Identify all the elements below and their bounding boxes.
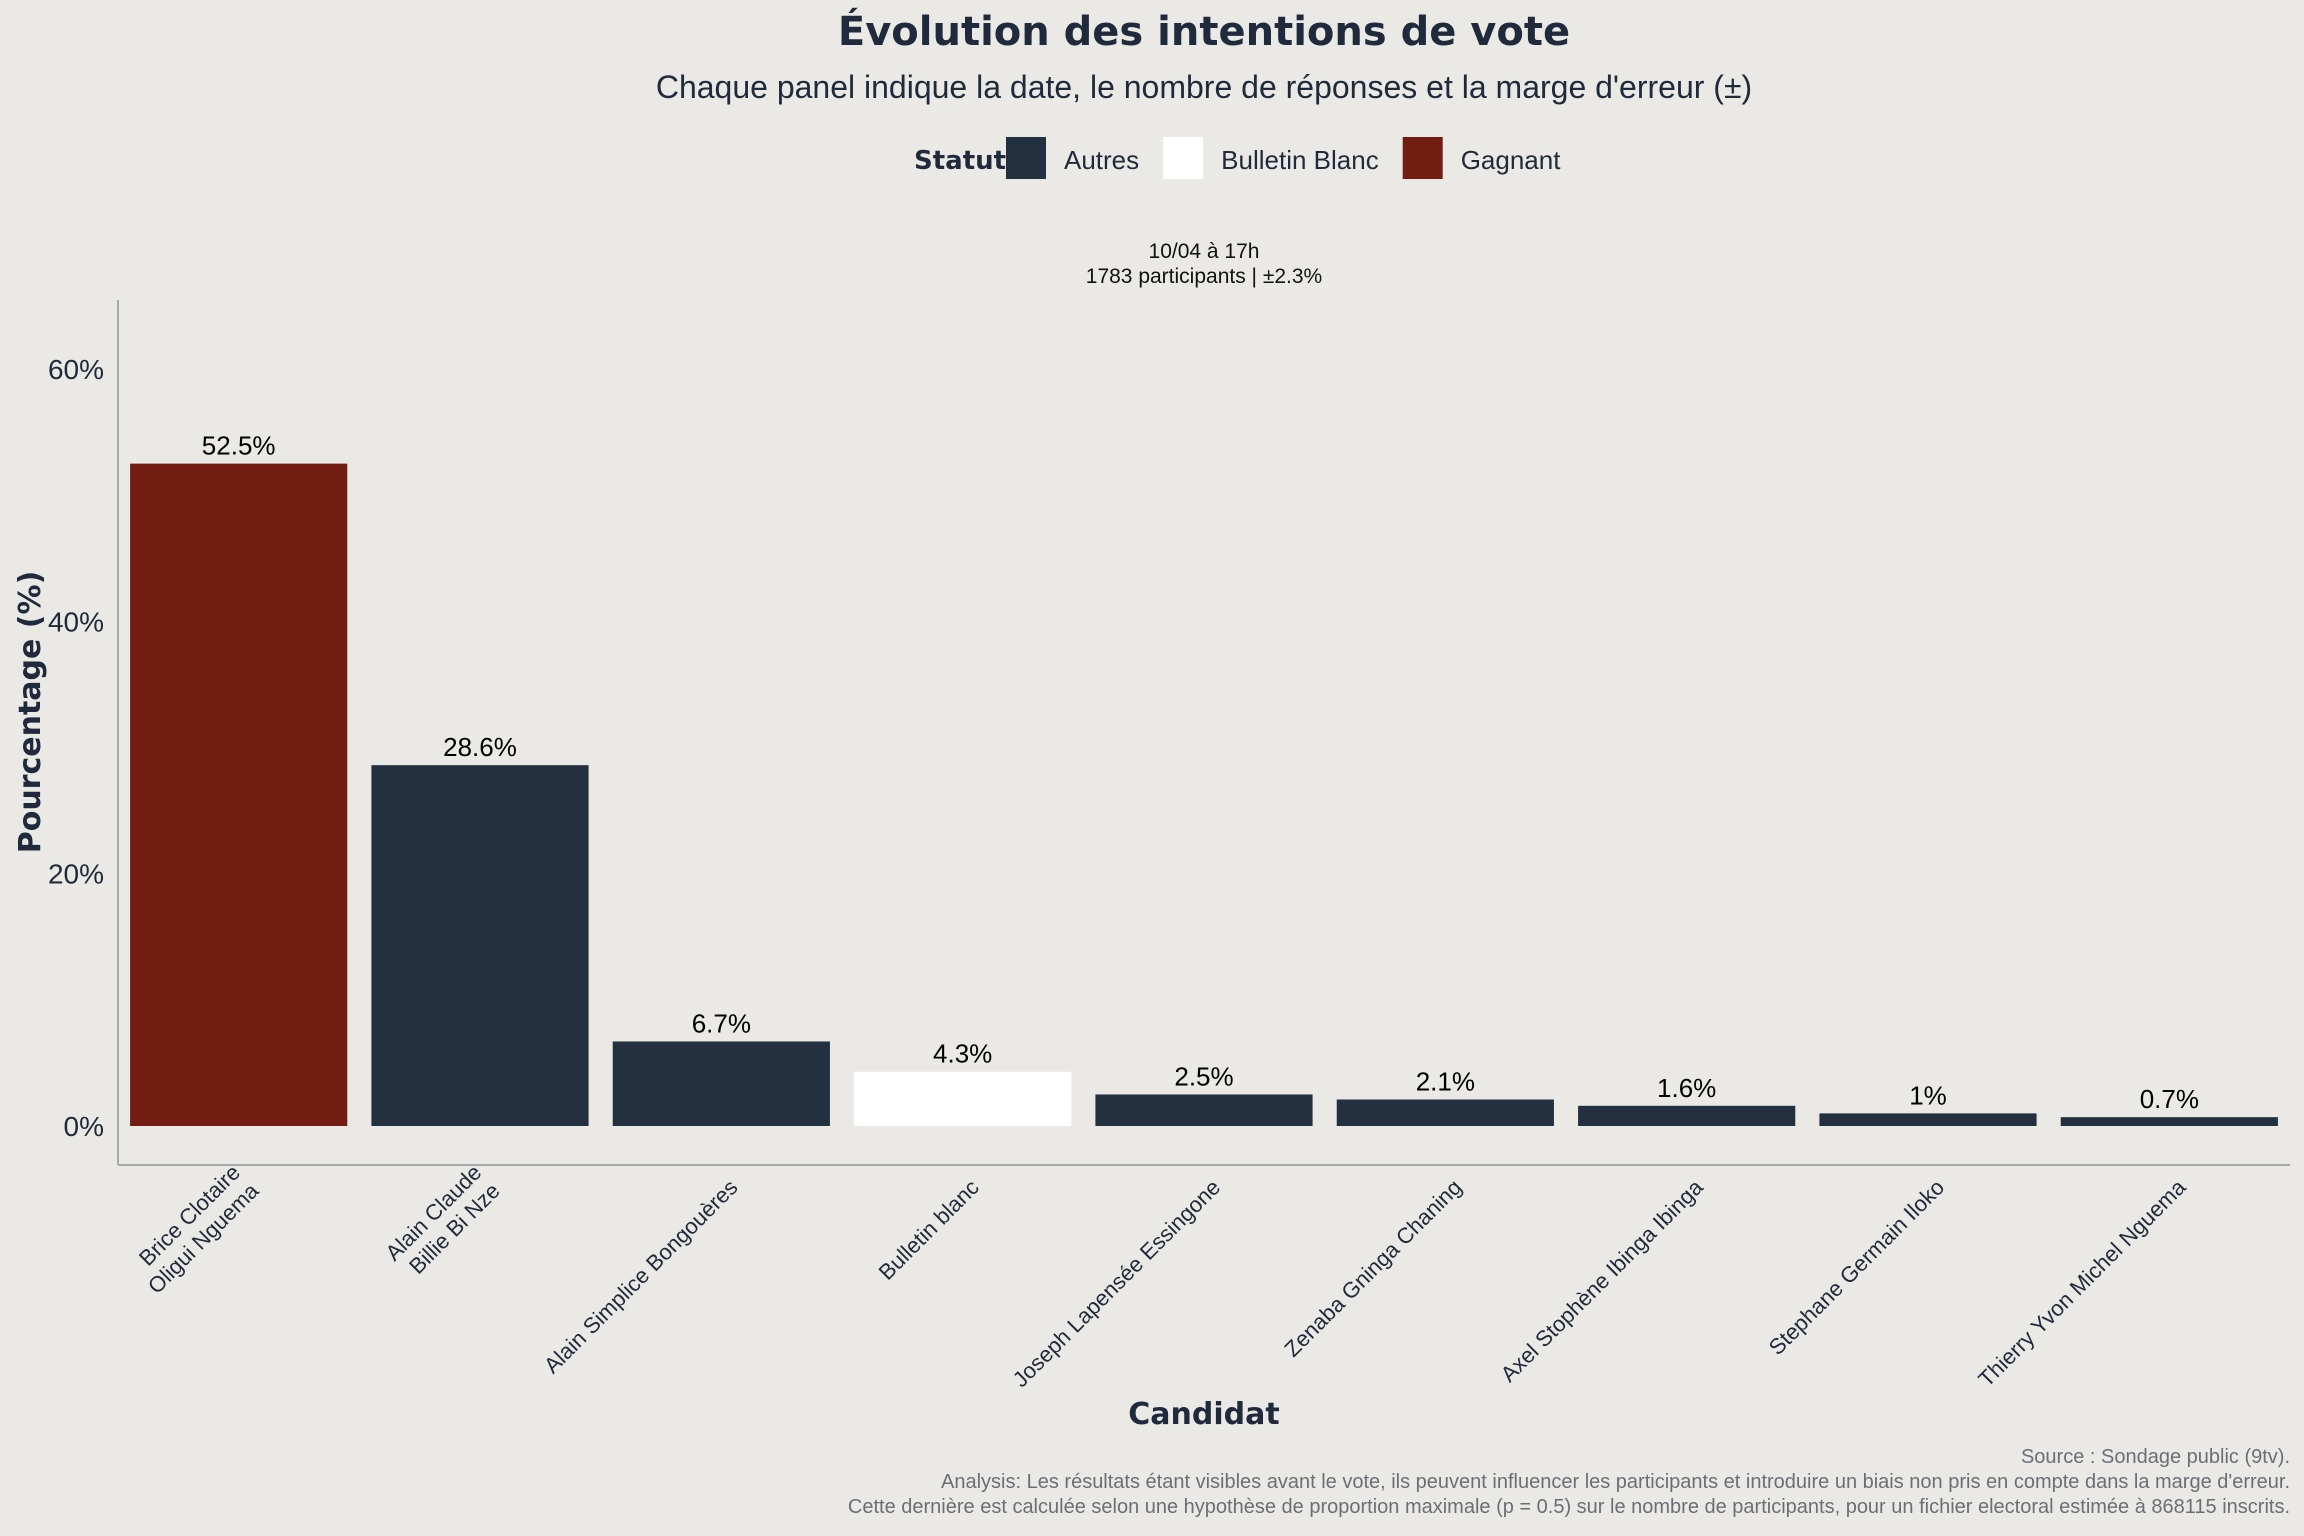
- legend-swatch: [1402, 137, 1443, 179]
- x-tick-label: Stephane Germain Iloko: [1764, 1175, 1949, 1360]
- x-tick-text: Joseph Lapensée Essingone: [1008, 1175, 1225, 1392]
- legend-swatch: [1006, 137, 1046, 179]
- legend-title: Statut: [914, 146, 1006, 176]
- bar-value-label: 28.6%: [443, 732, 517, 762]
- legend-swatch: [1163, 137, 1204, 179]
- bar-value-label: 2.1%: [1416, 1067, 1475, 1097]
- caption-analysis: Analysis: Les résultats étant visibles a…: [941, 1471, 2290, 1493]
- chart-subtitle: Chaque panel indique la date, le nombre …: [656, 69, 1752, 105]
- panel-date: 10/04 à 17h: [1149, 240, 1260, 263]
- chart-title: Évolution des intentions de vote: [838, 7, 1570, 55]
- x-tick-text: Alain ClaudeBillie Bi Nze: [380, 1160, 504, 1284]
- bar: [130, 463, 348, 1126]
- bar-value-label: 4.3%: [933, 1039, 992, 1069]
- x-tick-label: Alain Simplice Bongouères: [539, 1175, 743, 1379]
- x-tick-line: Thierry Yvon Michel Nguema: [1973, 1174, 2191, 1392]
- y-tick-label: 0%: [64, 1111, 104, 1142]
- bar-labels: 52.5% 28.6% 6.7% 4.3% 2.5% 2.1% 1.6% 1% 0.7%: [202, 431, 2199, 1115]
- bar: [854, 1071, 1072, 1126]
- x-tick-line: Zenaba Gninga Chaning: [1279, 1175, 1466, 1362]
- panel-strip: 10/04 à 17h 1783 participants | ±2.3%: [1086, 240, 1322, 288]
- x-tick-label: Joseph Lapensée Essingone: [1008, 1175, 1225, 1392]
- y-tick-label: 40%: [48, 606, 104, 637]
- legend-label: Bulletin Blanc: [1221, 145, 1379, 175]
- caption-method: Cette dernière est calculée selon une hy…: [848, 1496, 2290, 1518]
- legend: Statut Autres Bulletin Blanc Gagnant: [914, 137, 1561, 179]
- x-tick-line: Joseph Lapensée Essingone: [1008, 1175, 1225, 1392]
- bar: [371, 765, 589, 1126]
- x-tick-label: Alain ClaudeBillie Bi Nze: [380, 1160, 504, 1284]
- x-tick-text: Brice ClotaireOligui Nguema: [124, 1159, 263, 1298]
- x-tick-label: Bulletin blanc: [874, 1175, 984, 1285]
- legend-label: Autres: [1064, 145, 1139, 175]
- y-axis-title: Pourcentage (%): [13, 571, 48, 854]
- panel-participants: 1783 participants | ±2.3%: [1086, 265, 1322, 288]
- bar-value-label: 1.6%: [1657, 1073, 1716, 1103]
- bars: [130, 463, 2278, 1126]
- bar: [1819, 1113, 2037, 1126]
- x-tick-label: Brice ClotaireOligui Nguema: [124, 1159, 264, 1299]
- bar-value-label: 2.5%: [1174, 1061, 1233, 1091]
- x-tick-line: Alain Simplice Bongouères: [539, 1175, 743, 1379]
- x-ticks: Brice ClotaireOligui Nguema Alain ClaudeB…: [124, 1159, 2191, 1392]
- x-tick-text: Alain Simplice Bongouères: [539, 1175, 743, 1379]
- bar-value-label: 1%: [1909, 1080, 1947, 1110]
- x-tick-label: Zenaba Gninga Chaning: [1279, 1175, 1466, 1362]
- axes: [117, 300, 2290, 1166]
- x-tick-line: Stephane Germain Iloko: [1764, 1175, 1949, 1360]
- y-tick-label: 20%: [48, 859, 104, 890]
- bar: [1578, 1105, 1796, 1126]
- bar: [1336, 1099, 1554, 1126]
- bar-value-label: 6.7%: [692, 1008, 751, 1038]
- bar-value-label: 0.7%: [2140, 1084, 2199, 1114]
- y-ticks: 0% 20% 40% 60%: [48, 354, 104, 1142]
- x-tick-text: Thierry Yvon Michel Nguema: [1973, 1174, 2191, 1392]
- caption: Source : Sondage public (9tv). Analysis:…: [848, 1446, 2290, 1518]
- x-tick-label: Axel Stophène Ibinga Ibinga: [1496, 1174, 1709, 1387]
- x-tick-line: Bulletin blanc: [874, 1175, 984, 1285]
- x-tick-text: Axel Stophène Ibinga Ibinga: [1496, 1174, 1709, 1387]
- x-axis-title: Candidat: [1128, 1397, 1279, 1432]
- bar-value-label: 52.5%: [202, 431, 276, 461]
- bar: [612, 1041, 830, 1126]
- legend-label: Gagnant: [1461, 145, 1562, 175]
- x-tick-text: Zenaba Gninga Chaning: [1279, 1175, 1466, 1362]
- y-tick-label: 60%: [48, 354, 104, 385]
- x-tick-text: Stephane Germain Iloko: [1764, 1175, 1949, 1360]
- x-tick-text: Bulletin blanc: [874, 1175, 984, 1285]
- x-tick-label: Thierry Yvon Michel Nguema: [1973, 1174, 2191, 1392]
- bar: [2060, 1117, 2278, 1126]
- caption-source: Source : Sondage public (9tv).: [2021, 1446, 2290, 1468]
- x-tick-line: Axel Stophène Ibinga Ibinga: [1496, 1174, 1709, 1387]
- legend-items: Autres Bulletin Blanc Gagnant: [1006, 137, 1561, 179]
- bar: [1095, 1094, 1313, 1126]
